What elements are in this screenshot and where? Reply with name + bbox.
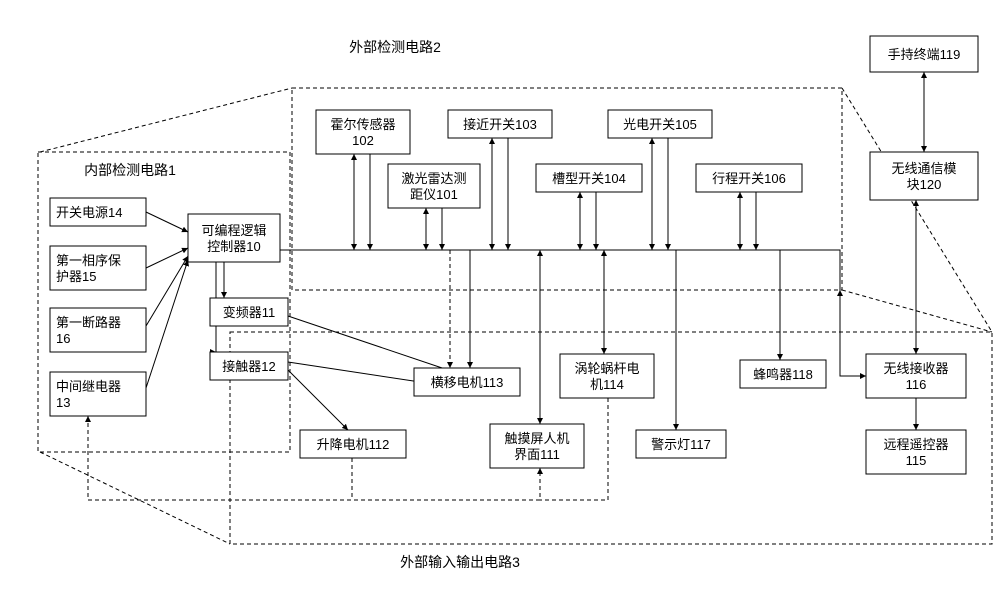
node-wireless_mod bbox=[870, 152, 978, 200]
node-touch-label: 触摸屏人机界面111 bbox=[504, 431, 569, 462]
node-lift-label: 升降电机112 bbox=[317, 437, 390, 452]
node-plc-label: 可编程逻辑控制器10 bbox=[201, 223, 266, 254]
node-psu-label: 开关电源14 bbox=[56, 205, 122, 220]
region-external-detect-label: 外部检测电路2 bbox=[349, 39, 441, 55]
node-handheld-label: 手持终端119 bbox=[888, 47, 961, 62]
node-photo-label: 光电开关105 bbox=[623, 117, 697, 132]
block-diagram: 内部检测电路1外部检测电路2外部输入输出电路3手持终端119无线通信模块120霍… bbox=[0, 0, 1000, 606]
node-buzz-label: 蜂鸣器118 bbox=[753, 367, 813, 382]
node-vfd-label: 变频器11 bbox=[223, 305, 276, 320]
region-external-io-label: 外部输入输出电路3 bbox=[400, 554, 520, 570]
node-trav-label: 横移电机113 bbox=[431, 375, 504, 390]
node-prox-label: 接近开关103 bbox=[463, 117, 537, 132]
node-slot-label: 槽型开关104 bbox=[552, 171, 626, 186]
node-plc bbox=[188, 214, 280, 262]
node-warn-label: 警示灯117 bbox=[651, 437, 711, 452]
node-travel-label: 行程开关106 bbox=[712, 171, 786, 186]
node-contact-label: 接触器12 bbox=[222, 359, 275, 374]
node-lidar-label: 激光雷达测距仪101 bbox=[401, 171, 466, 202]
region-internal-label: 内部检测电路1 bbox=[84, 162, 176, 178]
